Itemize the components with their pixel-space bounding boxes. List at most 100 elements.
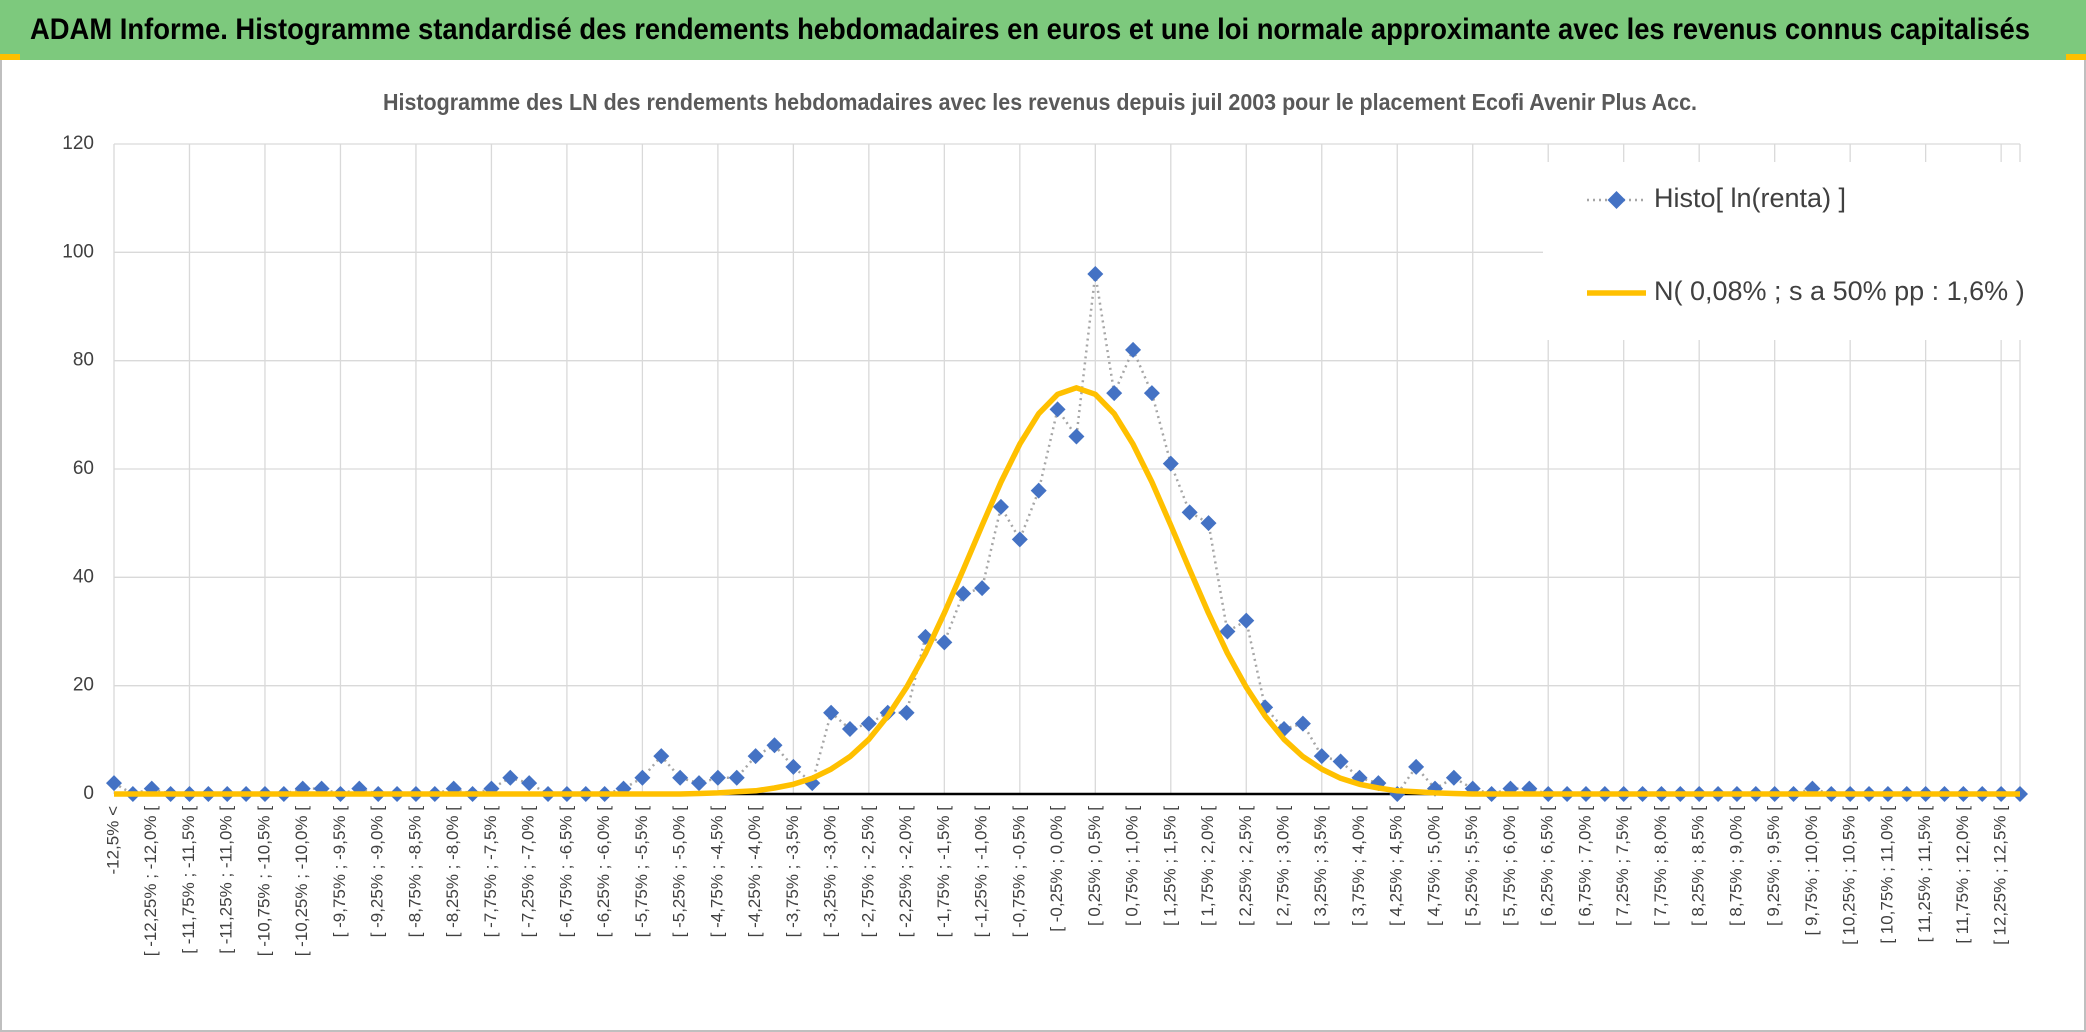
x-tick-label: [ 0,75% ; 1,0% [ (1123, 806, 1142, 926)
diamond-marker (653, 748, 670, 765)
x-tick-label: [ -5,25% ; -5,0% [ (670, 806, 689, 938)
x-tick-label: [ -2,75% ; -2,5% [ (858, 806, 877, 938)
diamond-marker (841, 721, 858, 737)
legend-label: N( 0,08% ; s a 50% pp : 1,6% ) (1654, 276, 2025, 306)
x-tick-label: [ -11,25% ; -11,0% [ (217, 806, 236, 954)
x-tick-label: [ 5,25% ; 5,5% [ (1462, 806, 1481, 926)
x-tick-label: [ 1,75% ; 2,0% [ (1198, 806, 1217, 926)
x-tick-label: [ -6,75% ; -6,5% [ (556, 806, 575, 938)
x-tick-label: [ 8,75% ; 9,0% [ (1726, 806, 1745, 926)
diamond-marker (1068, 428, 1085, 445)
y-tick-label: 40 (73, 566, 94, 587)
y-tick-label: 100 (62, 241, 94, 262)
x-tick-label: [ 7,25% ; 7,5% [ (1613, 806, 1632, 926)
x-tick-label: [ -0,75% ; -0,5% [ (1009, 806, 1028, 938)
diamond-marker (1294, 715, 1311, 732)
legend-marker (1607, 191, 1626, 209)
diamond-marker (747, 748, 764, 765)
page-title: ADAM Informe. Histogramme standardisé de… (30, 13, 2030, 46)
x-tick-label: [ -7,25% ; -7,0% [ (519, 806, 538, 938)
x-tick-label: [ -12,25% ; -12,0% [ (141, 806, 160, 957)
legend-box (1543, 162, 2021, 340)
x-tick-label: [ -9,25% ; -9,0% [ (368, 806, 387, 938)
diamond-marker (728, 769, 745, 786)
x-tick-label: [ 10,25% ; 10,5% [ (1840, 806, 1859, 945)
diamond-marker (1030, 482, 1047, 499)
diamond-marker (1238, 612, 1255, 629)
x-tick-label: [ -10,25% ; -10,0% [ (292, 806, 311, 957)
x-tick-label: [ 4,25% ; 4,5% [ (1387, 806, 1406, 926)
x-tick-label: [ -5,75% ; -5,5% [ (632, 806, 651, 938)
x-tick-label: [ 1,25% ; 1,5% [ (1160, 806, 1179, 926)
diamond-marker (634, 769, 651, 786)
y-tick-label: 20 (73, 675, 94, 696)
x-tick-label: [ -11,75% ; -11,5% [ (179, 806, 198, 954)
x-tick-label: [ -0,25% ; 0,0% [ (1047, 806, 1066, 932)
x-tick-label: [ 3,75% ; 4,0% [ (1349, 806, 1368, 926)
x-tick-label: [ 11,25% ; 11,5% [ (1915, 806, 1934, 943)
x-tick-label: [ 0,25% ; 0,5% [ (1085, 806, 1104, 926)
x-tick-label: [ -9,75% ; -9,5% [ (330, 806, 349, 938)
diamond-marker (974, 580, 991, 597)
diamond-marker (672, 769, 689, 786)
x-tick-label: [ -4,75% ; -4,5% [ (707, 806, 726, 938)
corner-accent (2066, 54, 2086, 60)
diamond-marker (1162, 455, 1179, 472)
x-tick-label: -12,5% < (103, 806, 122, 875)
x-tick-label: [ -4,25% ; -4,0% [ (745, 806, 764, 938)
corner-accent (0, 54, 20, 60)
x-tick-label: [ -3,25% ; -3,0% [ (821, 806, 840, 938)
y-tick-label: 120 (62, 133, 94, 154)
x-tick-label: [ 2,25% ; 2,5% [ (1236, 806, 1255, 926)
x-tick-label: [ 9,75% ; 10,0% [ (1802, 806, 1821, 936)
x-tick-label: [ -1,25% ; -1,0% [ (972, 806, 991, 938)
diamond-marker (823, 704, 840, 721)
diamond-marker (898, 704, 915, 721)
x-tick-label: [ 8,25% ; 8,5% [ (1689, 806, 1708, 926)
x-tick-label: [ 12,25% ; 12,5% [ (1991, 806, 2010, 945)
x-tick-label: [ -10,75% ; -10,5% [ (254, 806, 273, 957)
chart-title: Histogramme des LN des rendements hebdom… (383, 89, 1697, 115)
diamond-marker (1143, 385, 1160, 402)
x-tick-label: [ 6,25% ; 6,5% [ (1538, 806, 1557, 926)
x-tick-label: [ 9,25% ; 9,5% [ (1764, 806, 1783, 926)
legend-label: Histo[ ln(renta) ] (1654, 183, 1846, 213)
diamond-marker (1011, 531, 1028, 548)
x-tick-label: [ -2,25% ; -2,0% [ (896, 806, 915, 938)
y-tick-label: 80 (73, 350, 94, 371)
diamond-marker (1200, 515, 1217, 532)
diamond-marker (1408, 758, 1425, 775)
x-tick-label: [ 5,75% ; 6,0% [ (1500, 806, 1519, 926)
x-tick-label: [ -8,75% ; -8,5% [ (405, 806, 424, 938)
x-tick-label: [ 11,75% ; 12,0% [ (1953, 806, 1972, 944)
diamond-marker (1313, 748, 1330, 765)
x-tick-label: [ 3,25% ; 3,5% [ (1311, 806, 1330, 926)
diamond-marker (521, 775, 538, 792)
diamond-marker (1106, 385, 1123, 402)
x-tick-label: [ -1,75% ; -1,5% [ (934, 806, 953, 938)
diamond-marker (1219, 623, 1236, 640)
y-tick-label: 60 (73, 458, 94, 479)
x-tick-label: [ 7,75% ; 8,0% [ (1651, 806, 1670, 926)
diamond-marker (1087, 266, 1104, 282)
diamond-marker (709, 769, 726, 786)
diamond-marker (766, 737, 783, 754)
diamond-marker (1049, 401, 1066, 418)
x-tick-label: [ -3,75% ; -3,5% [ (783, 806, 802, 938)
y-tick-label: 0 (83, 783, 94, 804)
x-tick-label: [ -6,25% ; -6,0% [ (594, 806, 613, 938)
diamond-marker (936, 634, 953, 651)
title-bar (0, 0, 2086, 60)
diamond-marker (502, 769, 519, 786)
series-line (114, 385, 2020, 797)
diamond-marker (955, 585, 972, 602)
x-tick-label: [ -8,25% ; -8,0% [ (443, 806, 462, 938)
x-tick-label: [ 4,75% ; 5,0% [ (1424, 806, 1443, 926)
diamond-marker (1445, 769, 1462, 786)
diamond-marker (106, 775, 122, 792)
x-tick-label: [ 2,75% ; 3,0% [ (1274, 806, 1293, 926)
diamond-marker (1125, 341, 1142, 358)
diamond-marker (860, 715, 877, 732)
diamond-marker (785, 758, 802, 775)
